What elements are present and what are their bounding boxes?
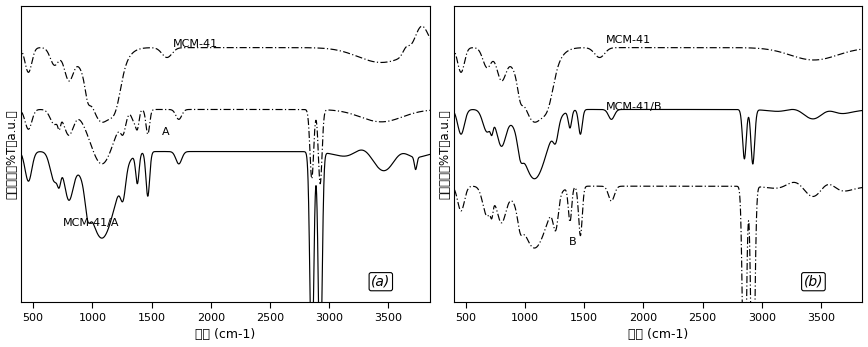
Y-axis label: 吸收强度（%T，a.u.）: 吸收强度（%T，a.u.） bbox=[438, 109, 451, 199]
X-axis label: 波数 (cm-1): 波数 (cm-1) bbox=[195, 329, 256, 341]
Y-axis label: 吸收强度（%T，a.u.）: 吸收强度（%T，a.u.） bbox=[5, 109, 18, 199]
Text: B: B bbox=[569, 237, 576, 247]
Text: MCM-41/A: MCM-41/A bbox=[62, 218, 119, 228]
X-axis label: 波数 (cm-1): 波数 (cm-1) bbox=[628, 329, 688, 341]
Text: (b): (b) bbox=[804, 275, 823, 289]
Text: MCM-41: MCM-41 bbox=[173, 39, 218, 49]
Text: (a): (a) bbox=[372, 275, 391, 289]
Text: MCM-41: MCM-41 bbox=[606, 35, 651, 45]
Text: MCM-41/B: MCM-41/B bbox=[606, 102, 662, 112]
Text: A: A bbox=[162, 127, 170, 137]
